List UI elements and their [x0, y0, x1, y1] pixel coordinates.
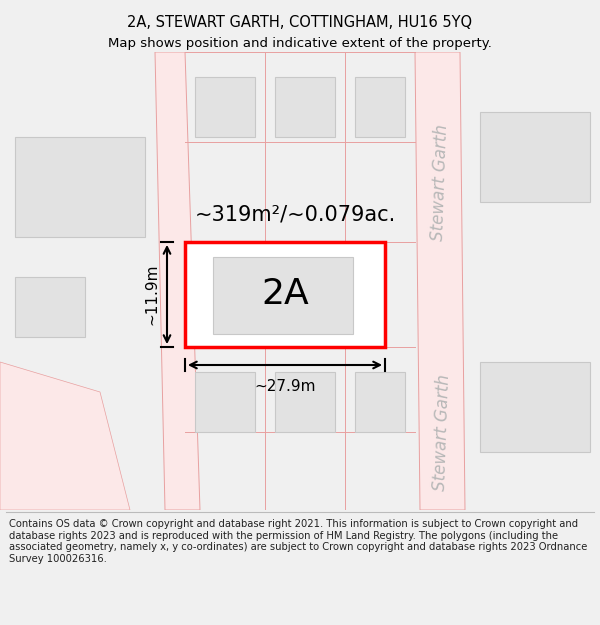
- Text: ~319m²/~0.079ac.: ~319m²/~0.079ac.: [194, 204, 395, 224]
- Bar: [195, 372, 255, 432]
- Text: ~11.9m: ~11.9m: [144, 264, 159, 325]
- Text: Stewart Garth: Stewart Garth: [431, 373, 453, 491]
- Bar: [213, 257, 353, 334]
- Bar: [275, 77, 335, 137]
- Text: Contains OS data © Crown copyright and database right 2021. This information is : Contains OS data © Crown copyright and d…: [9, 519, 587, 564]
- Bar: [355, 77, 405, 137]
- Polygon shape: [415, 52, 465, 510]
- Bar: [15, 137, 145, 237]
- Bar: [275, 372, 335, 432]
- Bar: [355, 372, 405, 432]
- Text: 2A: 2A: [261, 278, 309, 311]
- Bar: [480, 362, 590, 452]
- Bar: [15, 277, 85, 337]
- Text: Stewart Garth: Stewart Garth: [429, 123, 451, 241]
- Bar: [195, 77, 255, 137]
- Polygon shape: [155, 52, 200, 510]
- Text: ~27.9m: ~27.9m: [254, 379, 316, 394]
- Polygon shape: [0, 362, 130, 510]
- Bar: [185, 242, 385, 347]
- Bar: [480, 112, 590, 202]
- Text: 2A, STEWART GARTH, COTTINGHAM, HU16 5YQ: 2A, STEWART GARTH, COTTINGHAM, HU16 5YQ: [127, 14, 473, 29]
- Text: Map shows position and indicative extent of the property.: Map shows position and indicative extent…: [108, 38, 492, 51]
